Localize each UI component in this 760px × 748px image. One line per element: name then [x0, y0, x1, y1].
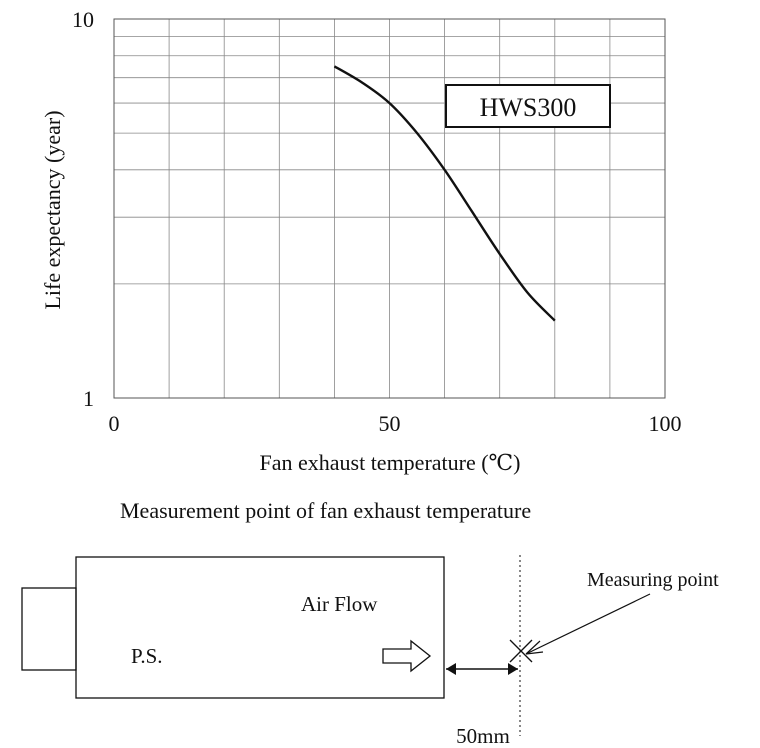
measurement-diagram: Measurement point of fan exhaust tempera…	[21, 498, 719, 748]
distance-arrow-left-icon	[446, 663, 456, 675]
y-tick-label: 1	[83, 386, 94, 411]
power-supply-box	[75, 556, 445, 699]
tick-labels: 0 50 100 1 10	[72, 7, 682, 436]
measuring-point-pointer	[525, 593, 651, 655]
measuring-point-cross-b	[509, 639, 533, 663]
ps-connector-block	[21, 587, 77, 671]
measuring-point-arrowhead-icon	[525, 640, 544, 655]
distance-arrow-right-icon	[508, 663, 518, 675]
y-axis-label: Life expectancy (year)	[40, 110, 65, 309]
plot-frame	[113, 18, 666, 399]
x-tick-label: 0	[109, 411, 120, 436]
x-tick-label: 100	[649, 411, 682, 436]
measuring-point-label: Measuring point	[587, 569, 719, 591]
series-line-hws300	[333, 65, 556, 322]
legend-box	[445, 84, 611, 128]
legend-label: HWS300	[480, 93, 577, 122]
ps-label: P.S.	[131, 644, 163, 668]
x-tick-label: 50	[379, 411, 401, 436]
distance-label: 50mm	[456, 724, 510, 748]
chart-grid	[114, 19, 665, 398]
x-axis-label: Fan exhaust temperature (℃)	[259, 450, 520, 475]
y-tick-label: 10	[72, 7, 94, 32]
airflow-arrow-icon	[382, 639, 432, 673]
airflow-label: Air Flow	[301, 592, 378, 616]
diagram-heading: Measurement point of fan exhaust tempera…	[120, 498, 531, 523]
